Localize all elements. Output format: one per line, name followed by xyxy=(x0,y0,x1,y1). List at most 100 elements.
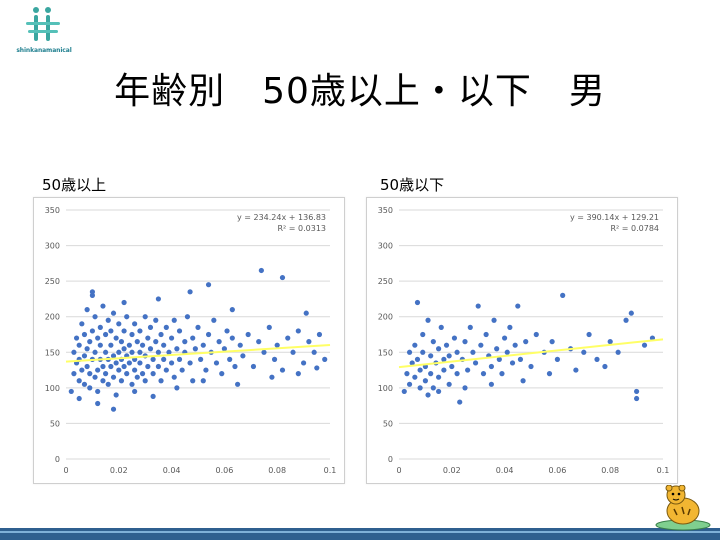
data-point xyxy=(163,324,169,330)
data-point xyxy=(235,381,241,387)
data-point xyxy=(446,381,452,387)
data-point xyxy=(229,307,235,313)
data-point xyxy=(496,356,502,362)
data-point xyxy=(150,356,156,362)
y-tick-label: 100 xyxy=(45,384,60,393)
data-point xyxy=(607,339,613,345)
y-tick-label: 250 xyxy=(45,277,60,286)
data-point xyxy=(87,339,93,345)
data-point xyxy=(113,335,119,341)
chart-svg-over-50: 0 50 100 150 200 250 300 350 0 0.02 0.04 0.06 0.08 0.… xyxy=(45,206,337,475)
data-point xyxy=(581,349,587,355)
data-point xyxy=(108,328,114,334)
data-point xyxy=(594,356,600,362)
data-point xyxy=(478,342,484,348)
data-point xyxy=(121,363,127,370)
y-tick-label: 200 xyxy=(45,313,60,322)
data-point xyxy=(517,356,524,362)
data-point xyxy=(438,324,444,330)
data-point xyxy=(290,349,296,355)
data-point xyxy=(523,339,529,345)
data-point xyxy=(404,371,410,377)
logo-mark xyxy=(26,7,60,41)
logo-text: shinkanamanical xyxy=(16,47,72,54)
data-point xyxy=(79,367,85,373)
data-point xyxy=(142,378,148,384)
data-point xyxy=(311,349,317,355)
data-point xyxy=(126,360,132,366)
data-point xyxy=(322,356,328,362)
data-point xyxy=(483,331,489,338)
data-point xyxy=(76,378,82,384)
data-point xyxy=(602,363,608,370)
data-point xyxy=(436,346,442,352)
data-point xyxy=(92,349,98,355)
data-point xyxy=(176,356,183,362)
y-tick-label: 300 xyxy=(378,242,393,251)
data-point xyxy=(121,328,127,334)
data-point xyxy=(187,360,193,366)
data-point xyxy=(174,385,180,391)
data-point xyxy=(224,328,230,334)
data-point xyxy=(279,367,286,373)
data-point xyxy=(103,371,109,377)
panel-label-under-50: 50歳以下 xyxy=(380,176,445,194)
data-point xyxy=(139,342,146,348)
data-point xyxy=(163,367,169,373)
data-point xyxy=(528,363,534,370)
data-point xyxy=(628,310,634,316)
data-point xyxy=(116,367,122,373)
data-point xyxy=(81,331,88,338)
y-tick-label: 300 xyxy=(45,242,60,251)
data-point xyxy=(441,356,447,362)
data-point xyxy=(420,349,426,355)
data-point xyxy=(129,349,135,355)
data-point xyxy=(549,339,555,345)
data-point xyxy=(414,299,421,306)
x-tick-label: 0.1 xyxy=(324,466,337,475)
data-point xyxy=(295,328,301,334)
y-tick-label: 0 xyxy=(55,455,60,464)
data-point xyxy=(158,331,164,338)
y-tick-label: 0 xyxy=(388,455,393,464)
data-point xyxy=(192,346,198,352)
data-point xyxy=(586,331,592,338)
data-point xyxy=(76,395,82,402)
data-point xyxy=(182,339,188,345)
data-point xyxy=(258,267,264,274)
data-point xyxy=(436,374,442,380)
data-point xyxy=(634,388,640,395)
data-point xyxy=(81,353,88,359)
data-point xyxy=(147,346,154,352)
data-point xyxy=(113,392,119,398)
data-point xyxy=(533,331,539,338)
y-tick-label: 350 xyxy=(378,206,393,215)
footer-stripe xyxy=(0,531,720,533)
data-point xyxy=(155,296,161,302)
data-point xyxy=(430,339,436,345)
data-point xyxy=(121,299,127,306)
data-point xyxy=(425,317,431,323)
data-point xyxy=(417,367,423,373)
data-point xyxy=(443,342,450,348)
data-point xyxy=(504,349,510,355)
data-point xyxy=(116,321,122,327)
data-point xyxy=(467,324,473,330)
data-point xyxy=(295,371,301,377)
data-point xyxy=(446,353,452,359)
data-point xyxy=(512,342,518,348)
data-point xyxy=(155,349,161,355)
data-point xyxy=(176,328,183,334)
data-point xyxy=(412,342,418,348)
data-point xyxy=(73,335,80,341)
data-point xyxy=(103,349,109,355)
data-point xyxy=(137,328,143,334)
data-point xyxy=(92,314,98,320)
data-point xyxy=(417,385,423,391)
data-point xyxy=(314,365,320,371)
data-point xyxy=(279,274,286,281)
data-point xyxy=(169,360,175,366)
data-point xyxy=(462,339,468,345)
data-point xyxy=(240,353,246,359)
data-point xyxy=(465,367,471,373)
